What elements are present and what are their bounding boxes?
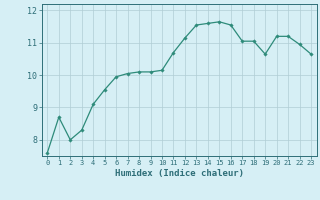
X-axis label: Humidex (Indice chaleur): Humidex (Indice chaleur) [115,169,244,178]
